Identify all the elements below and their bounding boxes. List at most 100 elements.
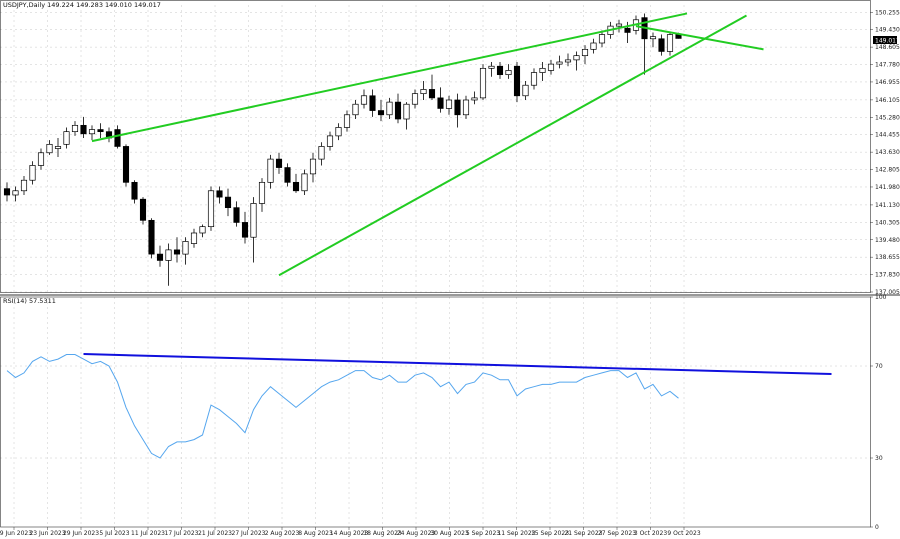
- candle-body: [369, 95, 376, 111]
- candle-body: [352, 103, 359, 116]
- candle-body: [573, 55, 580, 61]
- price-tick-label: 145.280: [875, 114, 900, 121]
- price-tick-label: 147.780: [875, 62, 900, 69]
- candle-body: [377, 110, 385, 116]
- rsi-tick-label: 100: [875, 294, 887, 301]
- rsi-header: RSI(14) 57.5311: [3, 297, 56, 305]
- candle-body: [496, 65, 504, 76]
- candle-body: [20, 179, 28, 192]
- price-grid: [0, 5, 870, 293]
- price-tick-label: 141.980: [875, 184, 900, 191]
- candle-body: [522, 84, 529, 97]
- date-tick-label: 23 Jun 2023: [29, 530, 65, 537]
- date-tick-label: 24 Aug 2023: [397, 530, 436, 537]
- candle-body: [258, 181, 266, 204]
- candle-body: [488, 65, 495, 69]
- date-tick-label: 18 Aug 2023: [363, 530, 402, 537]
- candle-body: [29, 165, 36, 181]
- trendline-rsi-resistance: [83, 353, 832, 376]
- date-tick-label: 17 Jul 2023: [165, 530, 199, 537]
- candle-body: [318, 146, 325, 160]
- price-tick-label: 144.455: [875, 132, 900, 139]
- date-tick-label: 5 Sep 2023: [466, 530, 500, 537]
- candle-body: [428, 89, 436, 99]
- candle-body: [88, 129, 96, 135]
- candle-body: [386, 101, 393, 116]
- candle-body: [71, 124, 79, 133]
- rsi-series: [6, 353, 832, 459]
- price-panel-frame: [0, 0, 871, 293]
- candle-body: [12, 190, 19, 196]
- candle-body: [564, 59, 572, 63]
- candle-body: [309, 158, 317, 175]
- candle-body: [666, 34, 674, 52]
- current-price-badge: 149.017: [875, 38, 900, 45]
- candle-body: [156, 253, 164, 261]
- date-tick-label: 15 Sep 2023: [531, 530, 569, 537]
- price-tick-label: 142.805: [875, 167, 900, 174]
- candle-body: [624, 27, 631, 33]
- candle-body: [165, 249, 172, 261]
- candle-body: [46, 143, 53, 154]
- symbol-header: USDJPY,Daily 149.224 149.283 149.010 149…: [3, 1, 161, 9]
- price-tick-label: 150.255: [875, 9, 900, 16]
- price-tick-label: 148.605: [875, 44, 900, 51]
- candle-body: [207, 190, 215, 228]
- candle-body: [539, 67, 546, 73]
- candle-body: [479, 67, 487, 99]
- candle-body: [3, 188, 11, 196]
- candle-body: [658, 38, 665, 52]
- candle-body: [131, 181, 138, 200]
- date-tick-label: 27 Sep 2023: [598, 530, 636, 537]
- rsi-grid: [0, 297, 870, 527]
- candle-body: [590, 42, 597, 50]
- date-tick-label: 9 Oct 2023: [667, 530, 700, 537]
- date-tick-label: 27 Jul 2023: [232, 530, 266, 537]
- date-tick-label: 21 Jul 2023: [198, 530, 232, 537]
- price-tick-label: 146.105: [875, 97, 900, 104]
- candle-body: [437, 97, 444, 109]
- candle-body: [63, 131, 70, 145]
- candle-body: [598, 34, 606, 44]
- date-tick-label: 11 Jul 2023: [131, 530, 165, 537]
- price-tick-label: 137.005: [875, 289, 900, 296]
- candle-body: [530, 72, 538, 86]
- rsi-tick-label: 0: [875, 524, 879, 531]
- candle-body: [275, 158, 283, 168]
- price-tick-label: 149.430: [875, 27, 900, 34]
- candle-body: [615, 23, 623, 27]
- candle-body: [411, 93, 419, 105]
- date-tick-label: 5 Jul 2023: [99, 530, 129, 537]
- trendline-break: [635, 25, 764, 51]
- candle-body: [241, 222, 249, 238]
- trendline-lower: [278, 14, 747, 277]
- candle-body: [216, 190, 223, 198]
- rsi-tick-label: 30: [875, 455, 883, 462]
- candle-body: [454, 99, 461, 116]
- candle-body: [148, 219, 155, 255]
- candle-body: [513, 65, 521, 97]
- candle-body: [284, 167, 291, 183]
- candle-body: [224, 196, 232, 209]
- price-tick-label: 138.655: [875, 254, 900, 261]
- candle-body: [139, 198, 147, 221]
- candle-body: [173, 249, 181, 255]
- candle-body: [292, 181, 300, 192]
- candle-body: [267, 158, 274, 183]
- date-tick-label: 11 Sep 2023: [497, 530, 535, 537]
- candle-body: [445, 99, 453, 109]
- candle-body: [114, 129, 121, 147]
- candlestick-series: [3, 13, 682, 286]
- candle-body: [343, 114, 351, 128]
- candle-body: [471, 97, 478, 101]
- price-tick-label: 141.130: [875, 202, 900, 209]
- candle-body: [190, 232, 198, 244]
- candle-body: [250, 203, 257, 238]
- candle-body: [556, 61, 563, 65]
- candle-body: [649, 36, 657, 40]
- candle-body: [335, 127, 342, 137]
- price-tick-label: 139.480: [875, 237, 900, 244]
- trendline-upper: [91, 12, 688, 143]
